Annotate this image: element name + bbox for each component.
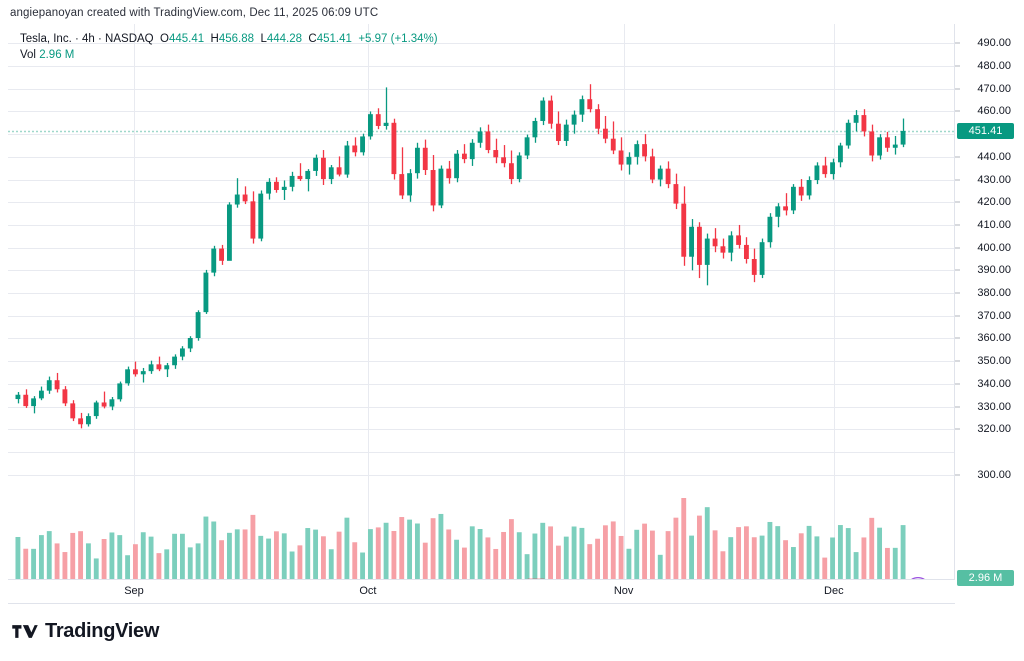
price-axis-label: 460.00 — [977, 105, 1011, 118]
price-axis-tick-mark — [955, 428, 960, 430]
price-axis-label: 470.00 — [977, 82, 1011, 95]
lightning-sparkle-icon — [911, 576, 925, 579]
price-axis-label: 410.00 — [977, 218, 1011, 231]
tradingview-brand: TradingView — [12, 620, 159, 643]
price-axis-tick-mark — [955, 383, 960, 385]
brand-name: TradingView — [45, 620, 160, 642]
price-axis-label: 340.00 — [977, 377, 1011, 390]
price-axis-label: 420.00 — [977, 196, 1011, 209]
price-axis-tick-mark — [955, 269, 960, 271]
attribution-text: angiepanoyan created with TradingView.co… — [10, 7, 379, 19]
price-axis-label: 480.00 — [977, 60, 1011, 73]
price-axis-tick-mark — [955, 474, 960, 476]
time-axis[interactable]: Sep Oct Nov Dec — [8, 580, 955, 604]
price-axis-tick-mark — [955, 88, 960, 90]
time-axis-label: Oct — [359, 585, 377, 597]
price-axis-label: 430.00 — [977, 173, 1011, 186]
ai-insight-marker[interactable] — [901, 576, 931, 579]
tradingview-logo-icon — [12, 625, 38, 638]
price-axis-label: 400.00 — [977, 241, 1011, 254]
price-axis-label: 350.00 — [977, 355, 1011, 368]
price-axis-label: 370.00 — [977, 309, 1011, 322]
price-axis-tick-mark — [955, 247, 960, 249]
price-axis-tick-mark — [955, 110, 960, 112]
price-axis-tick-mark — [955, 337, 960, 339]
price-axis-label: 390.00 — [977, 264, 1011, 277]
price-axis-label: 490.00 — [977, 37, 1011, 50]
price-axis-tick-mark — [955, 224, 960, 226]
price-axis-tick-mark — [955, 292, 960, 294]
price-axis-label: 320.00 — [977, 423, 1011, 436]
price-axis-tick-mark — [955, 65, 960, 67]
time-axis-label: Dec — [824, 585, 844, 597]
price-axis-tick-mark — [955, 179, 960, 181]
time-axis-label: Nov — [613, 585, 634, 597]
price-axis-label: 380.00 — [977, 287, 1011, 300]
price-axis-label: 440.00 — [977, 150, 1011, 163]
time-axis-label: Sep — [124, 585, 144, 597]
price-axis-tick-mark — [955, 201, 960, 203]
last-price-badge[interactable]: 451.41 — [957, 122, 1014, 139]
price-axis-label: 300.00 — [977, 468, 1011, 481]
price-axis-tick-mark — [955, 42, 960, 44]
volume-value-badge[interactable]: 2.96 M — [957, 570, 1014, 586]
price-axis-tick-mark — [955, 406, 960, 408]
price-axis-label: 330.00 — [977, 400, 1011, 413]
price-axis-tick-mark — [955, 315, 960, 317]
price-axis-label: 360.00 — [977, 332, 1011, 345]
candlestick-series — [15, 84, 906, 579]
price-axis[interactable]: 490.00 480.00 470.00 460.00 440.00 430.00 420.… — [955, 24, 1016, 586]
price-axis-tick-mark — [955, 156, 960, 158]
chart-frame: Tesla, Inc. · 4h · NASDAQ O445.41 H456.8… — [8, 24, 1016, 604]
chart-plot-area[interactable]: Tesla, Inc. · 4h · NASDAQ O445.41 H456.8… — [8, 24, 955, 580]
price-axis-tick-mark — [955, 360, 960, 362]
